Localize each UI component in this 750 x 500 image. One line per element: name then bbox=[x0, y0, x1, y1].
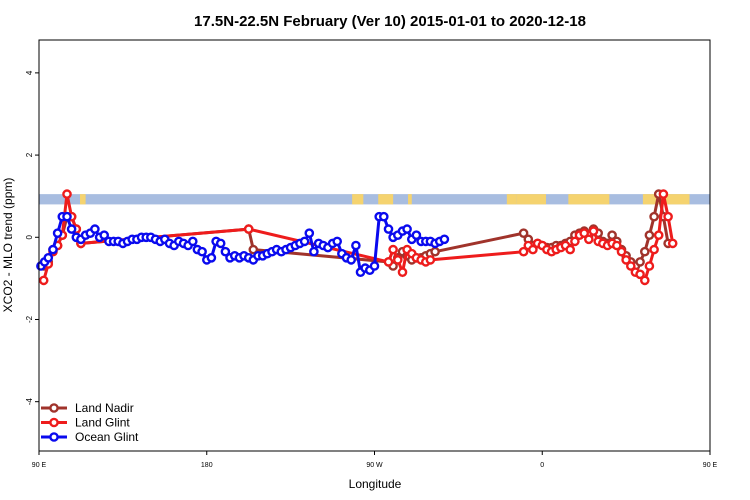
y-tick-label: -4 bbox=[25, 398, 34, 406]
data-point bbox=[621, 255, 631, 265]
x-tick-label: 90 E bbox=[703, 462, 718, 469]
ocean-band bbox=[39, 194, 710, 205]
data-point bbox=[439, 234, 450, 245]
data-point bbox=[304, 228, 315, 238]
data-point bbox=[635, 257, 645, 267]
legend-label: Land Nadir bbox=[75, 401, 134, 415]
legend-label: Ocean Glint bbox=[75, 430, 139, 444]
data-point bbox=[653, 230, 664, 240]
data-point bbox=[518, 246, 529, 257]
legend-swatch-marker bbox=[49, 417, 59, 428]
x-tick-label: 90 E bbox=[32, 462, 47, 469]
legend-label: Land Glint bbox=[75, 416, 130, 430]
chart-title: 17.5N-22.5N February (Ver 10) 2015-01-01… bbox=[194, 13, 586, 30]
data-point bbox=[62, 189, 72, 199]
data-point bbox=[425, 255, 436, 265]
data-point bbox=[658, 189, 669, 199]
data-point bbox=[616, 246, 627, 257]
land-band bbox=[642, 194, 690, 205]
data-point bbox=[309, 246, 319, 257]
data-point bbox=[588, 226, 599, 236]
legend-item: Land Glint bbox=[41, 416, 130, 430]
data-point bbox=[383, 224, 394, 234]
land-band bbox=[378, 194, 394, 205]
data-point bbox=[52, 228, 63, 238]
data-point bbox=[351, 240, 361, 251]
data-point bbox=[635, 269, 645, 280]
series-group bbox=[36, 211, 450, 278]
data-point bbox=[206, 252, 217, 263]
land-band bbox=[352, 194, 364, 205]
data-point bbox=[402, 224, 412, 234]
data-point bbox=[667, 238, 678, 249]
legend-swatch-marker bbox=[49, 403, 59, 413]
data-point bbox=[187, 236, 198, 247]
x-axis-label: Longitude bbox=[349, 477, 402, 491]
data-point bbox=[248, 244, 259, 255]
y-tick-label: 2 bbox=[25, 152, 34, 157]
x-tick-label: 90 W bbox=[366, 462, 383, 469]
data-point bbox=[299, 236, 310, 247]
data-point bbox=[346, 255, 357, 265]
data-point bbox=[570, 236, 580, 247]
data-point bbox=[99, 230, 109, 240]
data-point bbox=[644, 230, 655, 240]
data-point bbox=[332, 236, 343, 247]
data-point bbox=[90, 224, 100, 234]
data-point bbox=[378, 211, 389, 222]
land-band bbox=[568, 194, 610, 205]
data-point bbox=[43, 252, 54, 263]
data-point bbox=[62, 211, 72, 222]
legend-item: Land Nadir bbox=[41, 401, 134, 415]
data-point bbox=[640, 246, 650, 257]
data-point bbox=[66, 224, 77, 234]
data-point bbox=[397, 267, 408, 278]
data-point bbox=[644, 261, 655, 271]
land-band bbox=[516, 194, 546, 205]
data-point bbox=[411, 230, 422, 240]
data-point bbox=[565, 244, 576, 255]
data-point bbox=[528, 244, 538, 255]
data-point bbox=[392, 255, 403, 265]
data-point bbox=[383, 257, 394, 267]
y-tick-label: 0 bbox=[25, 235, 34, 240]
y-axis-label: XCO2 - MLO trend (ppm) bbox=[1, 178, 15, 313]
x-axis: 90 E 180 90 W 0 90 E bbox=[32, 451, 718, 469]
data-point bbox=[388, 244, 398, 255]
data-point bbox=[626, 261, 636, 271]
y-tick-label: -2 bbox=[25, 315, 34, 323]
series-layer bbox=[36, 189, 678, 286]
legend-swatch-marker bbox=[49, 432, 59, 442]
land-band bbox=[80, 194, 86, 205]
land-sea-strip bbox=[39, 194, 710, 205]
data-point bbox=[38, 275, 49, 286]
data-point bbox=[649, 244, 659, 255]
data-point bbox=[369, 261, 380, 271]
data-point bbox=[518, 228, 529, 238]
data-point bbox=[243, 224, 254, 234]
data-point bbox=[649, 211, 659, 222]
data-point bbox=[430, 246, 440, 257]
data-point bbox=[220, 246, 231, 257]
x-tick-label: 180 bbox=[201, 462, 213, 469]
data-point bbox=[640, 275, 650, 286]
data-point bbox=[215, 238, 226, 249]
land-band bbox=[506, 194, 517, 205]
data-point bbox=[584, 234, 594, 245]
y-tick-label: 4 bbox=[25, 70, 34, 75]
data-point bbox=[197, 246, 207, 257]
legend-item: Ocean Glint bbox=[41, 430, 139, 444]
x-tick-label: 0 bbox=[540, 462, 544, 469]
data-point bbox=[612, 240, 622, 251]
data-point bbox=[579, 228, 590, 238]
y-axis: -4 -2 0 2 4 bbox=[25, 70, 39, 405]
data-point bbox=[663, 211, 673, 222]
land-band bbox=[408, 194, 412, 205]
data-point bbox=[48, 244, 58, 255]
